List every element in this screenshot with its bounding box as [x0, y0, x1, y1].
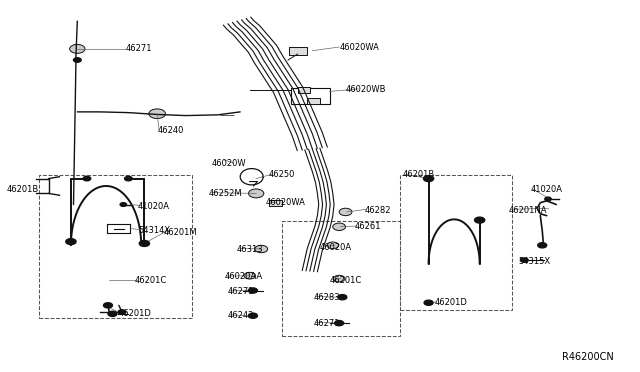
Circle shape — [149, 109, 166, 119]
Circle shape — [104, 303, 113, 308]
Text: 46020W: 46020W — [211, 159, 246, 168]
Circle shape — [125, 176, 132, 181]
Bar — [298, 87, 310, 93]
Text: 46201D: 46201D — [119, 310, 152, 318]
Text: 46283: 46283 — [314, 293, 340, 302]
Circle shape — [120, 203, 127, 206]
Circle shape — [333, 275, 345, 282]
Text: 46313: 46313 — [237, 244, 264, 253]
Circle shape — [248, 313, 257, 318]
Text: 46271: 46271 — [227, 287, 254, 296]
Text: 46250: 46250 — [269, 170, 295, 179]
Circle shape — [140, 240, 150, 246]
Circle shape — [327, 242, 339, 248]
Text: 46201C: 46201C — [135, 276, 167, 285]
Bar — [282, 221, 400, 336]
Text: 46201NA: 46201NA — [508, 206, 547, 215]
Text: 46201M: 46201M — [164, 228, 197, 237]
Circle shape — [339, 208, 352, 216]
Text: 46020WB: 46020WB — [346, 85, 386, 94]
Bar — [39, 175, 192, 318]
Text: 46020WA: 46020WA — [266, 198, 305, 207]
Text: 46201C: 46201C — [330, 276, 362, 285]
Circle shape — [474, 217, 484, 223]
Text: R46200CN: R46200CN — [562, 352, 614, 362]
Circle shape — [108, 311, 117, 317]
Circle shape — [545, 197, 551, 201]
Circle shape — [248, 189, 264, 198]
Text: 46020AA: 46020AA — [224, 272, 262, 281]
Circle shape — [74, 58, 81, 62]
Circle shape — [248, 288, 257, 293]
Circle shape — [70, 44, 85, 53]
Text: 41020A: 41020A — [531, 185, 563, 194]
Circle shape — [538, 243, 547, 248]
Text: 46261: 46261 — [355, 222, 381, 231]
Circle shape — [255, 245, 268, 253]
Circle shape — [83, 176, 91, 181]
Bar — [400, 175, 511, 310]
Text: 46252M: 46252M — [208, 189, 242, 198]
Text: 46271: 46271 — [314, 319, 340, 328]
Circle shape — [338, 295, 347, 300]
Bar — [269, 200, 282, 206]
Circle shape — [335, 321, 344, 326]
Text: 46020A: 46020A — [320, 243, 352, 251]
Text: 41020A: 41020A — [138, 202, 170, 211]
Text: 46271: 46271 — [125, 44, 152, 53]
Circle shape — [520, 258, 528, 262]
Bar — [307, 98, 320, 104]
Circle shape — [66, 238, 76, 244]
Text: 46201D: 46201D — [435, 298, 468, 307]
Circle shape — [244, 272, 255, 279]
Text: 46201B: 46201B — [403, 170, 435, 179]
Text: 46242: 46242 — [227, 311, 254, 320]
Text: 54315X: 54315X — [518, 257, 550, 266]
Text: 46201B: 46201B — [7, 185, 39, 194]
Circle shape — [424, 300, 433, 305]
Circle shape — [424, 176, 434, 182]
Text: 46020WA: 46020WA — [339, 42, 379, 51]
Circle shape — [333, 223, 346, 231]
Bar — [291, 88, 330, 105]
Text: 46282: 46282 — [365, 206, 391, 215]
Circle shape — [118, 310, 126, 314]
Text: 46240: 46240 — [157, 126, 184, 135]
Text: 54314X: 54314X — [138, 226, 170, 235]
Bar — [289, 46, 307, 55]
